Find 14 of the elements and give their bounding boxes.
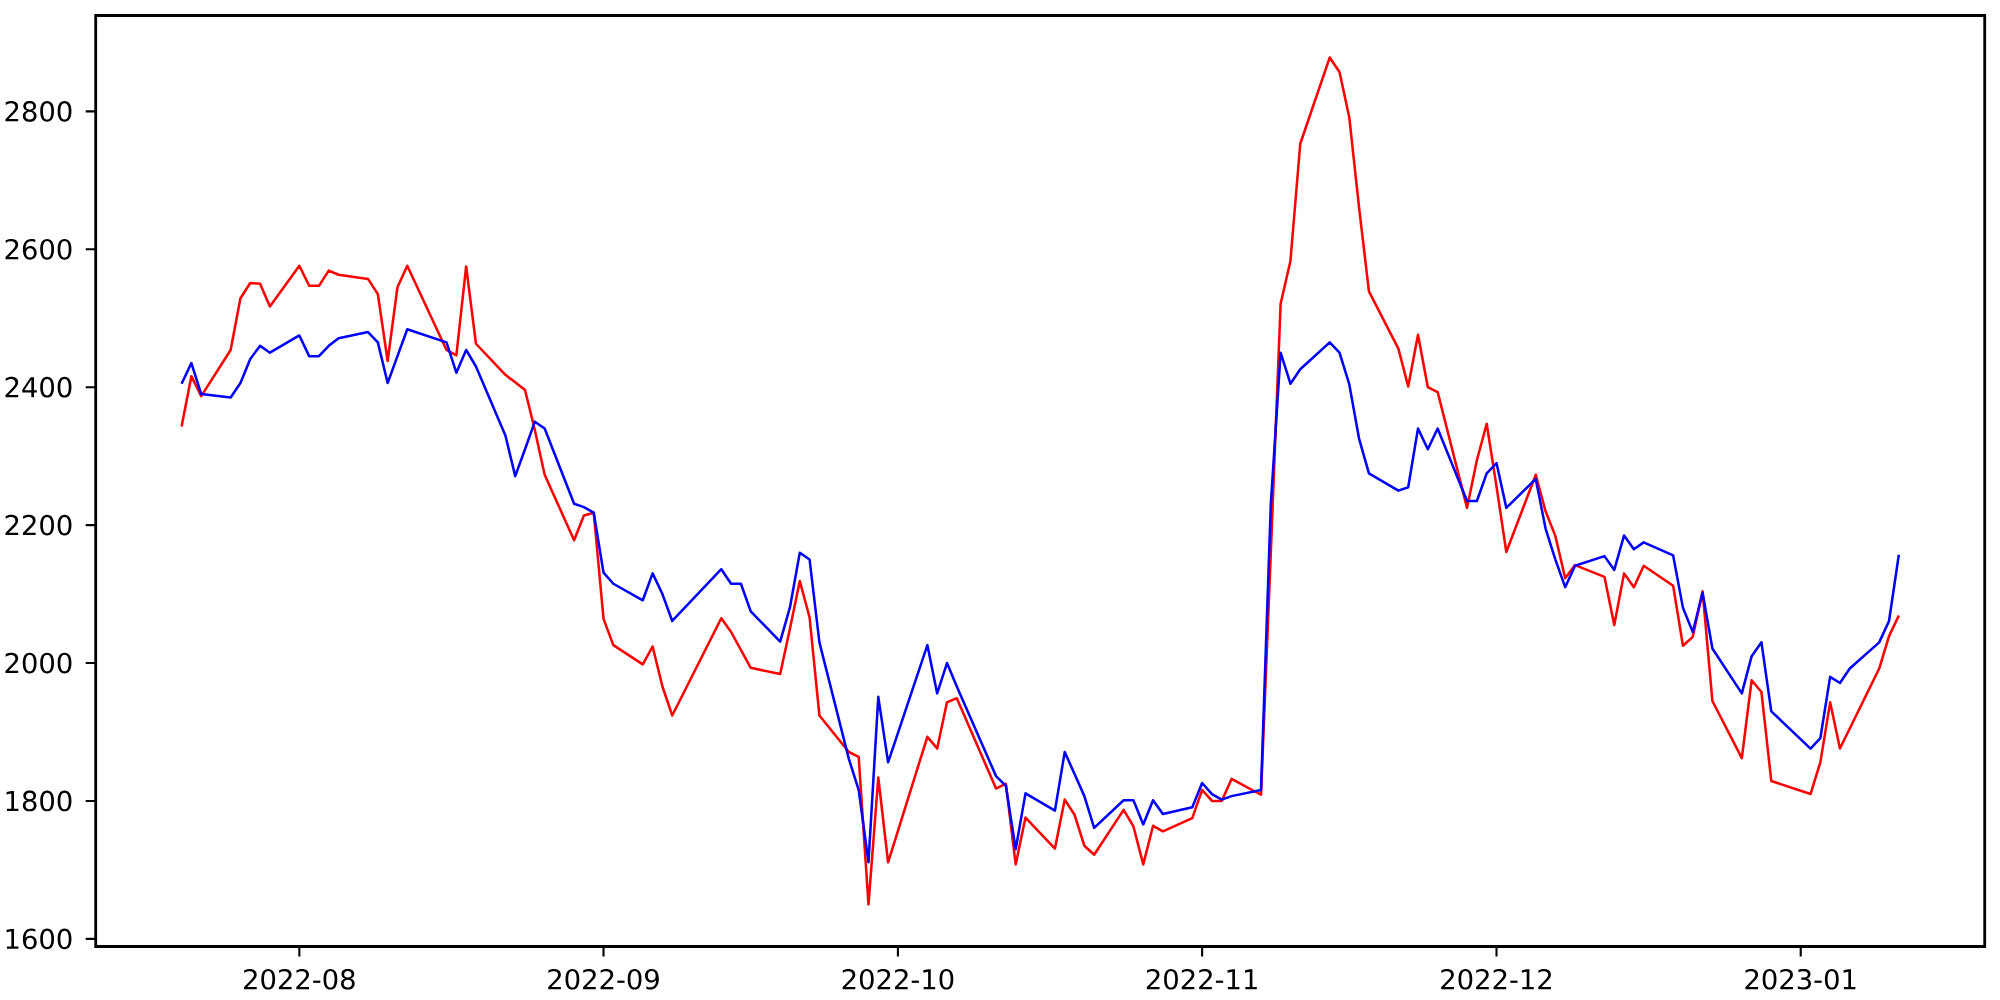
y-tick-label: 2600 — [5, 238, 72, 260]
y-tick-label: 1600 — [6, 928, 72, 950]
x-tick-label: 2022-08 — [244, 968, 355, 990]
y-tick-label: 2400 — [5, 376, 72, 398]
x-tick-label: 2022-12 — [1441, 968, 1551, 990]
x-tick-label: 2022-09 — [548, 968, 659, 990]
y-tick-label: 2800 — [5, 100, 72, 122]
line-series — [180, 328, 1901, 864]
y-tick-label: 2000 — [5, 652, 72, 674]
x-tick-label: 2022-10 — [842, 968, 954, 990]
x-tick-label: 2022-11 — [1146, 968, 1257, 990]
y-tick-label: 2200 — [5, 514, 72, 536]
y-tick-label: 1800 — [6, 790, 72, 812]
x-tick-label: 2023-01 — [1745, 968, 1856, 990]
